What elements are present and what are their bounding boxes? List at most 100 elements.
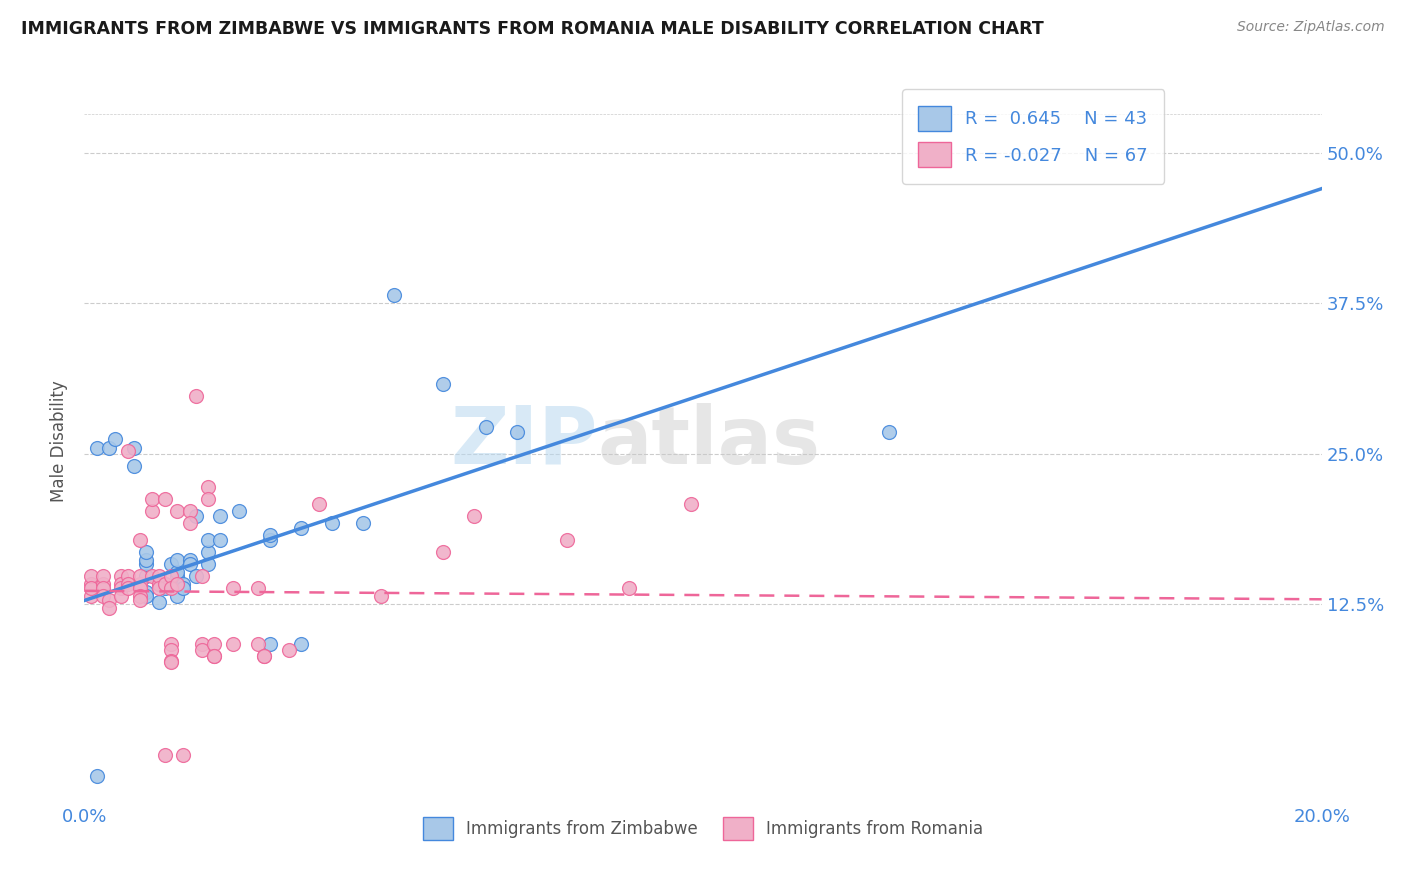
Point <box>110 576 132 591</box>
Point <box>129 533 152 548</box>
Point <box>148 582 170 596</box>
Point <box>432 376 454 391</box>
Point <box>172 582 194 596</box>
Point <box>463 509 485 524</box>
Point <box>191 637 214 651</box>
Point <box>135 545 157 559</box>
Point <box>122 441 145 455</box>
Point <box>110 589 132 603</box>
Point <box>197 492 219 507</box>
Legend: Immigrants from Zimbabwe, Immigrants from Romania: Immigrants from Zimbabwe, Immigrants fro… <box>415 808 991 848</box>
Point <box>117 444 139 458</box>
Point <box>191 643 214 657</box>
Point <box>277 643 299 657</box>
Point <box>259 533 281 548</box>
Point <box>184 509 207 524</box>
Point <box>160 643 183 657</box>
Point <box>877 425 900 439</box>
Point <box>129 589 152 603</box>
Point <box>432 545 454 559</box>
Point <box>228 504 250 518</box>
Point <box>184 569 207 583</box>
Point <box>160 655 183 669</box>
Point <box>91 582 114 596</box>
Point <box>166 589 188 603</box>
Point <box>506 425 529 439</box>
Point <box>246 637 269 651</box>
Point <box>166 504 188 518</box>
Point <box>160 582 183 596</box>
Text: atlas: atlas <box>598 402 821 481</box>
Point <box>209 533 232 548</box>
Point <box>135 589 157 603</box>
Point <box>153 492 176 507</box>
Point <box>202 648 225 663</box>
Point <box>222 637 245 651</box>
Point <box>191 569 214 583</box>
Point <box>209 509 232 524</box>
Point <box>166 552 188 566</box>
Point <box>98 593 121 607</box>
Point <box>160 654 183 668</box>
Point <box>122 458 145 473</box>
Point <box>617 582 640 596</box>
Point <box>135 585 157 599</box>
Point <box>129 582 152 596</box>
Point <box>179 516 201 531</box>
Point <box>98 600 121 615</box>
Text: IMMIGRANTS FROM ZIMBABWE VS IMMIGRANTS FROM ROMANIA MALE DISABILITY CORRELATION : IMMIGRANTS FROM ZIMBABWE VS IMMIGRANTS F… <box>21 20 1043 37</box>
Point <box>91 569 114 583</box>
Point <box>98 441 121 455</box>
Point <box>382 287 405 301</box>
Point <box>153 747 176 762</box>
Point <box>172 576 194 591</box>
Point <box>91 576 114 591</box>
Point <box>117 569 139 583</box>
Point <box>141 504 163 518</box>
Point <box>172 747 194 762</box>
Point <box>117 576 139 591</box>
Point <box>160 569 183 583</box>
Point <box>197 480 219 494</box>
Point <box>104 432 127 446</box>
Point <box>153 576 176 591</box>
Point <box>202 637 225 651</box>
Point <box>253 648 276 663</box>
Point <box>79 589 101 603</box>
Point <box>246 582 269 596</box>
Point <box>197 533 219 548</box>
Point <box>290 521 312 535</box>
Point <box>79 582 101 596</box>
Point <box>555 533 578 548</box>
Point <box>148 569 170 583</box>
Y-axis label: Male Disability: Male Disability <box>51 381 69 502</box>
Point <box>86 769 108 783</box>
Point <box>202 648 225 663</box>
Point <box>129 593 152 607</box>
Point <box>135 569 157 583</box>
Point <box>148 595 170 609</box>
Point <box>179 504 201 518</box>
Point <box>166 565 188 579</box>
Point <box>184 389 207 403</box>
Point <box>129 576 152 591</box>
Point <box>79 569 101 583</box>
Point <box>290 637 312 651</box>
Text: Source: ZipAtlas.com: Source: ZipAtlas.com <box>1237 20 1385 34</box>
Point <box>79 576 101 591</box>
Point <box>160 558 183 572</box>
Point <box>197 545 219 559</box>
Point <box>679 497 702 511</box>
Point <box>135 558 157 572</box>
Point <box>222 582 245 596</box>
Point <box>148 576 170 591</box>
Point <box>370 589 392 603</box>
Point <box>259 528 281 542</box>
Point <box>110 582 132 596</box>
Point <box>160 637 183 651</box>
Point <box>321 516 343 531</box>
Point <box>253 648 276 663</box>
Point <box>259 637 281 651</box>
Point <box>117 582 139 596</box>
Point <box>179 552 201 566</box>
